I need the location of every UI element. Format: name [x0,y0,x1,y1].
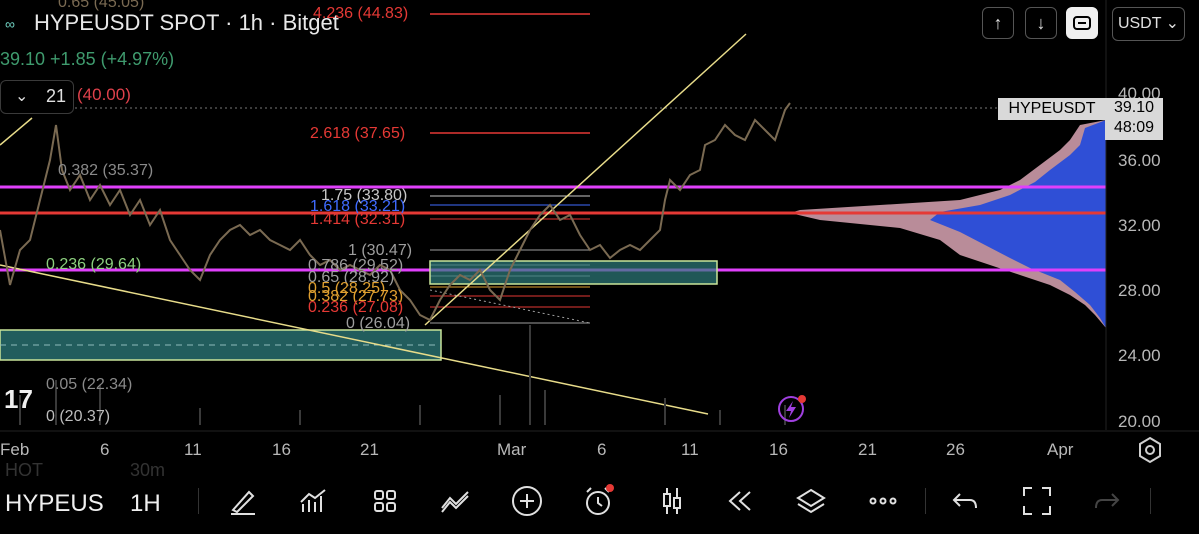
indicator-count: 21 [46,86,67,106]
fib-left-label: 0.236 (29.64) [46,256,142,273]
fib-ext-label: 0.236 (27.08) [308,299,404,316]
indicators-icon[interactable] [297,484,331,518]
current-price-tag: 39.10 48:09 [1105,98,1163,140]
fib-ext-label: 1.618 (33.21) [310,198,406,215]
spot-symbol-icon: ∞ [5,16,15,32]
alert-icon[interactable] [581,484,615,518]
fib-ext-label: 0.65 (28.92) [308,269,395,286]
fullscreen-icon[interactable] [1020,484,1054,518]
fib-ext-label: 1.414 (32.31) [310,211,406,228]
replay-icon[interactable] [722,484,756,518]
bottom-toolbar: HOT 30m HYPEUS 1H [0,460,1199,534]
time-label: 6 [100,440,110,459]
symbol-tag: HYPEUSDT [998,98,1106,120]
arrow-down-icon: ↓ [1036,13,1046,33]
divider [198,488,199,514]
fib-ext-label: 1.75 (33.80) [321,187,408,204]
scroll-up-button[interactable]: ↑ [982,7,1014,39]
indicator-value: (40.00) [77,85,131,104]
redo-icon[interactable] [1090,484,1124,518]
ghost-symbol: HOT [5,460,43,480]
fib-left-label: 0.382 (35.37) [58,162,154,179]
price-change: 39.10 +1.85 (+4.97%) [0,49,175,69]
fib-ext-label: 4.236 (44.83) [313,5,409,22]
settings-gear-icon[interactable] [1136,436,1164,464]
volume-profile [790,120,1106,328]
fib-ext-label: 1 (30.47) [348,242,413,259]
current-price: 39.10 [1113,99,1155,116]
price-label: 20.00 [1118,412,1161,431]
price-label: 36.00 [1118,151,1161,170]
demand-zone-upper[interactable] [429,260,718,285]
currency-select[interactable]: USDT ⌄ [1112,7,1185,41]
arrow-up-icon: ↑ [993,13,1003,33]
time-label: Feb [0,440,30,459]
scroll-down-button[interactable]: ↓ [1025,7,1057,39]
ghost-timeframe: 30m [130,460,166,480]
pen-icon[interactable] [225,484,259,518]
divider [925,488,926,514]
fib-left-label: 0 (20.37) [46,408,111,425]
volume-bars [19,325,786,425]
more-icon[interactable] [866,484,900,518]
trendline-stub[interactable] [0,117,33,146]
price-label: 32.00 [1118,216,1161,235]
time-label: 26 [946,440,965,459]
sync-icon [1073,16,1091,30]
fib-ext-label: 0 (26.04) [346,315,411,332]
indicator-toggle[interactable]: ⌄ 21 [0,80,74,114]
symbol-button[interactable]: HYPEUS [5,490,104,517]
fib-left-label: 0.65 (45.05) [58,0,145,11]
chevron-down-icon: ⌄ [15,88,29,105]
time-label: 16 [769,440,788,459]
fib-ext-label: 0.382 (27.73) [308,288,404,305]
divider [1150,488,1151,514]
time-label: Apr [1047,440,1074,459]
fib-ext-label: 2.618 (37.65) [310,125,406,142]
fib-ext-label: 0.5 (28.25) [308,280,386,297]
currency-label: USDT [1117,15,1162,32]
price-series [0,102,791,322]
fib-left-label: 0.05 (22.34) [46,376,133,393]
grid-icon[interactable] [368,484,402,518]
svg-text:17: 17 [4,384,33,414]
descending-trendline[interactable] [0,264,709,415]
tradingview-logo: 17 [4,384,33,414]
add-icon[interactable] [510,484,544,518]
chevron-down-icon: ⌄ [1165,15,1180,32]
sync-toggle-button[interactable] [1066,7,1098,39]
patterns-icon[interactable] [438,484,472,518]
time-label: Mar [497,440,527,459]
timeframe-button[interactable]: 1H [130,490,161,517]
undo-icon[interactable] [948,484,982,518]
ascending-trendline[interactable] [424,33,747,326]
candles-icon[interactable] [655,484,689,518]
price-label: 28.00 [1118,281,1161,300]
layers-icon[interactable] [794,484,828,518]
bar-countdown: 48:09 [1113,119,1155,136]
time-label: 21 [858,440,877,459]
time-label: 11 [681,440,699,459]
fib-ext-label: 0.786 (29.52) [308,257,404,274]
chart-title: HYPEUSDT SPOT · 1h · Bitget [34,10,339,35]
flash-event-icon[interactable] [778,395,806,422]
time-label: 21 [360,440,379,459]
price-label: 24.00 [1118,346,1161,365]
time-label: 6 [597,440,607,459]
time-label: 11 [184,440,202,459]
time-label: 16 [272,440,291,459]
